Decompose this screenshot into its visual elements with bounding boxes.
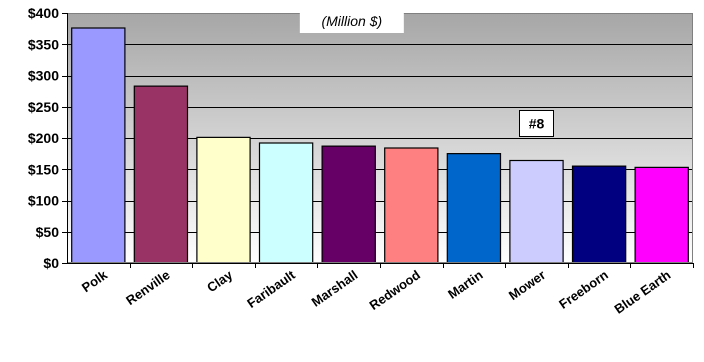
annotation-box: [519, 110, 554, 137]
x-tick-label: Polk: [79, 267, 111, 295]
y-tick-label: $250: [28, 99, 59, 115]
bar-polk: [71, 27, 126, 264]
y-tick-label: $150: [28, 161, 59, 177]
annotation-label: #8: [519, 110, 554, 137]
subtitle-background: [299, 9, 404, 33]
bar-faribault: [258, 142, 314, 264]
bar-martin: [446, 153, 502, 264]
bar-freeborn: [571, 165, 627, 264]
bar-clay: [196, 136, 251, 264]
x-tick-label: Faribault: [244, 267, 298, 311]
y-tick-label: $0: [43, 255, 59, 271]
annotation-text: #8: [529, 116, 545, 132]
y-tick-label: $50: [36, 224, 60, 240]
x-tick-label: Blue Earth: [612, 267, 674, 317]
x-tick-label: Mower: [506, 267, 548, 303]
y-tick-label: $350: [28, 36, 59, 52]
bar-redwood: [384, 147, 439, 264]
chart-subtitle-box: (Million $): [299, 9, 404, 33]
x-tick-label: Renville: [123, 267, 172, 308]
y-tick-label: $300: [28, 68, 59, 84]
x-tick-label: Freeborn: [556, 267, 611, 312]
bar-blue-earth: [634, 166, 689, 264]
bar-mower: [509, 159, 564, 264]
y-tick-label: $100: [28, 193, 59, 209]
y-tick-label: $200: [28, 130, 59, 146]
y-tick-label: $400: [28, 5, 59, 21]
x-axis: Polk Renville Clay Faribault Marshall Redwood…: [67, 263, 694, 317]
bar-marshall: [321, 145, 376, 264]
bar-renville: [133, 85, 189, 264]
x-tick-label: Redwood: [366, 267, 423, 313]
x-tick-label: Martin: [445, 267, 486, 302]
y-axis: $0 $50 $100 $150 $200 $250 $300 $350 $400: [28, 5, 68, 271]
x-tick-label: Marshall: [309, 267, 361, 310]
chart-subtitle: (Million $): [321, 13, 382, 29]
x-tick-label: Clay: [204, 267, 236, 295]
